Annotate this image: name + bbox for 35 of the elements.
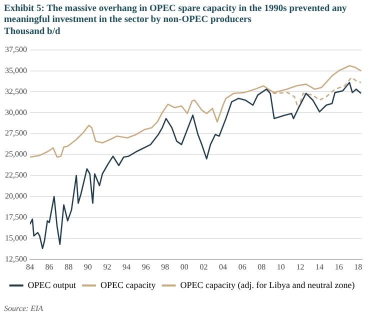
x-tick-label: 04: [219, 262, 228, 272]
x-tick-label: 06: [238, 262, 246, 272]
x-tick-label: 88: [64, 262, 73, 272]
y-tick-label: 32,500: [5, 86, 27, 96]
x-tick-label: 16: [334, 262, 343, 272]
chart-title: Exhibit 5: The massive overhang in OPEC spare capacity in the 1990s prevented any meaningful investment in the sector by non-OPEC producers: [4, 4, 348, 26]
x-tick-label: 86: [45, 262, 54, 272]
y-tick-label: 20,000: [5, 192, 27, 201]
x-tick-label: 98: [161, 262, 170, 272]
x-tick-label: 94: [122, 262, 131, 272]
legend-label: OPEC capacity: [100, 280, 156, 290]
y-tick-label: 12,500: [5, 254, 27, 264]
y-tick-label: 30,000: [5, 108, 27, 117]
x-tick-label: 96: [142, 262, 150, 272]
x-tick-label: 90: [84, 262, 92, 272]
x-tick-label: 84: [26, 262, 34, 272]
y-tick-label: 22,500: [5, 170, 27, 180]
legend-label: OPEC output: [28, 280, 77, 290]
x-tick-label: 08: [258, 262, 266, 272]
y-tick-label: 35,000: [5, 66, 27, 75]
source-note: Source: EIA: [4, 304, 44, 313]
x-tick-label: 92: [103, 262, 112, 272]
legend-label: OPEC capacity (adj. for Libya and neutral zone): [180, 280, 355, 290]
y-tick-label: 37,500: [5, 44, 27, 54]
y-tick-label: 15,000: [5, 234, 27, 243]
x-tick-label: 10: [276, 262, 285, 272]
x-tick-label: 12: [296, 262, 304, 272]
x-tick-label: 18: [354, 262, 362, 272]
x-tick-label: 14: [316, 262, 324, 272]
chart-subtitle: Thousand b/d: [4, 27, 60, 37]
y-tick-label: 27,500: [5, 128, 27, 138]
x-tick-label: 02: [200, 262, 208, 272]
x-tick-label: 00: [180, 262, 188, 272]
y-tick-label: 17,500: [5, 212, 27, 222]
y-tick-label: 25,000: [5, 150, 27, 159]
